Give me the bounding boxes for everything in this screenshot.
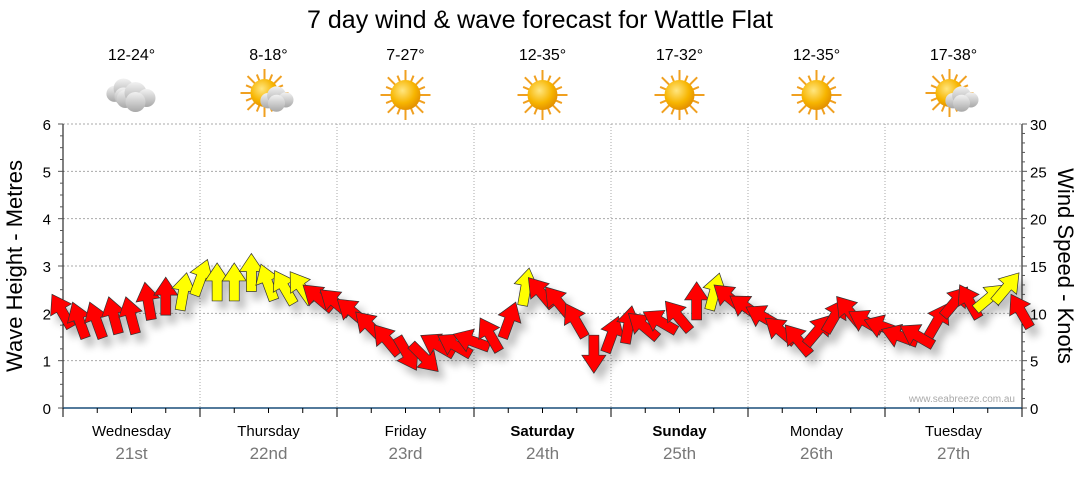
left-axis-title: Wave Height - Metres [2,160,27,372]
partly-cloudy-icon [925,69,979,117]
sun-ray [931,75,942,86]
day-labels: 12-24° Wednesday 21st 8-18° Thursday 22nd 7-27… [92,47,982,463]
right-tick-label: 15 [1030,259,1047,276]
day-name: Tuesday [925,423,982,440]
right-tick-label: 30 [1030,117,1047,134]
sun-disc [527,80,558,110]
wind-arrows [50,252,1035,374]
sun-disc [664,80,695,110]
wind-arrow [581,334,607,374]
sun-disc [390,80,421,110]
wind-arrow [664,300,695,335]
sunny-icon [791,70,842,120]
day-column: 12-24° Wednesday 21st [92,47,171,463]
cloud-shape [945,86,979,112]
day-column: 17-38° Tuesday 27th [925,47,982,463]
wind-arrow [801,314,832,349]
day-name: Friday [385,423,427,440]
day-column: 8-18° Thursday 22nd [237,47,300,463]
right-tick-label: 10 [1030,306,1047,323]
day-date: 23rd [388,444,422,463]
day-column: 12-35° Saturday 24th [510,47,575,463]
cloud-shape [116,82,156,112]
wind-arrow [407,340,439,372]
axes: 0 1 2 3 4 5 6 0 5 10 15 20 25 30 [43,117,1047,418]
sun-ray [931,100,942,111]
temperature-range: 12-35° [793,47,840,64]
wind-arrow [563,303,590,340]
wind-arrow [221,262,247,302]
day-column: 7-27° Friday 23rd [380,47,431,463]
temperature-range: 7-27° [386,47,424,64]
temperature-range: 17-32° [656,47,703,64]
day-column: 17-32° Sunday 25th [652,47,707,463]
wind-arrow [497,301,522,340]
sunny-icon [517,70,568,120]
watermark: www.seabreeze.com.au [908,394,1015,405]
right-axis-title: Wind Speed - Knots [1053,168,1078,364]
wind-arrow [642,310,680,336]
sun-ray [957,75,968,86]
cloudy-icon [106,78,156,112]
wind-arrow [784,324,814,358]
day-column: 12-35° Monday 26th [790,47,844,463]
temperature-range: 17-38° [930,47,977,64]
day-date: 27th [937,444,970,463]
left-tick-label: 2 [43,306,51,323]
wind-arrow [118,296,143,336]
day-name: Wednesday [92,423,171,440]
right-tick-label: 25 [1030,164,1047,181]
temperature-range: 8-18° [249,47,287,64]
wind-arrow [899,324,937,350]
wind-arrow [990,272,1020,306]
temperature-range: 12-35° [519,47,566,64]
right-tick-label: 5 [1030,354,1038,371]
sun-ray [246,100,257,111]
right-tick-label: 0 [1030,401,1038,418]
wind-arrow [452,328,492,353]
left-tick-label: 5 [43,164,51,181]
day-name: Saturday [510,423,575,440]
left-tick-label: 4 [43,212,51,229]
day-date: 25th [663,444,696,463]
day-date: 24th [526,444,559,463]
wind-arrow [478,317,504,354]
left-tick-label: 0 [43,401,51,418]
sunny-icon [380,70,431,120]
sunny-icon [654,70,705,120]
wind-arrow [135,281,161,321]
partly-cloudy-icon [240,69,294,117]
day-date: 21st [115,444,147,463]
cloud-shape [260,86,294,112]
chart-title: 7 day wind & wave forecast for Wattle Fl… [307,6,773,34]
left-tick-label: 3 [43,259,51,276]
wind-arrow [153,276,179,316]
day-name: Thursday [237,423,300,440]
wind-arrow [373,324,403,358]
left-tick-label: 1 [43,354,51,371]
day-name: Sunday [652,423,707,440]
sun-disc [801,80,832,110]
left-tick-label: 6 [43,117,51,134]
day-name: Monday [790,423,844,440]
sun-ray [272,75,283,86]
right-tick-label: 20 [1030,212,1047,229]
temperature-range: 12-24° [108,47,155,64]
day-date: 22nd [250,444,288,463]
wind-arrow [1009,293,1035,331]
day-date: 26th [800,444,833,463]
sun-ray [246,75,257,86]
